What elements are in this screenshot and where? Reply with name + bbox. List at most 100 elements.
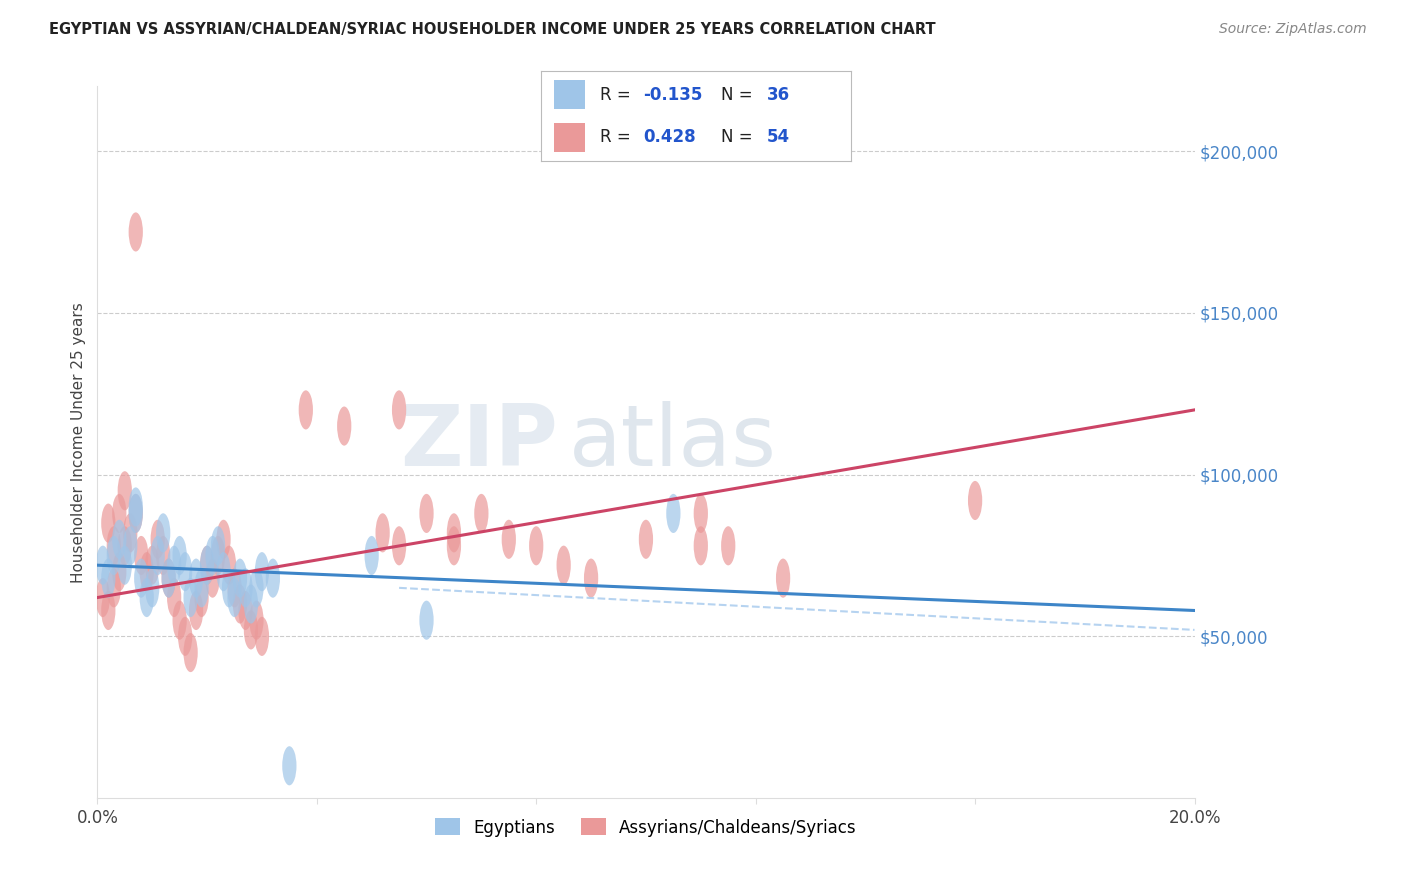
Ellipse shape [266,558,280,598]
Text: atlas: atlas [569,401,778,483]
Ellipse shape [96,546,110,585]
Ellipse shape [112,520,127,559]
Ellipse shape [776,558,790,598]
Ellipse shape [205,558,219,598]
Ellipse shape [183,633,198,673]
Ellipse shape [228,578,242,617]
Text: N =: N = [721,86,758,103]
Ellipse shape [101,504,115,542]
Text: ZIP: ZIP [401,401,558,483]
Ellipse shape [150,536,165,575]
Ellipse shape [167,546,181,585]
Ellipse shape [392,391,406,429]
Ellipse shape [96,578,110,617]
Text: 36: 36 [768,86,790,103]
Ellipse shape [239,568,253,607]
Ellipse shape [233,584,247,624]
Ellipse shape [721,526,735,566]
Ellipse shape [167,578,181,617]
Ellipse shape [249,600,263,640]
Ellipse shape [194,568,208,607]
Ellipse shape [228,568,242,607]
Text: EGYPTIAN VS ASSYRIAN/CHALDEAN/SYRIAC HOUSEHOLDER INCOME UNDER 25 YEARS CORRELATI: EGYPTIAN VS ASSYRIAN/CHALDEAN/SYRIAC HOU… [49,22,936,37]
Ellipse shape [200,546,214,585]
Ellipse shape [101,591,115,630]
Text: 0.428: 0.428 [644,128,696,146]
Ellipse shape [200,546,214,585]
Bar [554,80,585,109]
Ellipse shape [211,536,225,575]
Ellipse shape [217,552,231,591]
Ellipse shape [583,558,598,598]
Ellipse shape [967,481,983,520]
Ellipse shape [101,558,115,598]
Ellipse shape [128,494,143,533]
Legend: Egyptians, Assyrians/Chaldeans/Syriacs: Egyptians, Assyrians/Chaldeans/Syriacs [429,812,863,843]
Ellipse shape [222,568,236,607]
Ellipse shape [233,558,247,598]
Ellipse shape [666,494,681,533]
Bar [554,123,585,152]
Ellipse shape [156,536,170,575]
Ellipse shape [134,536,149,575]
Ellipse shape [139,552,153,591]
Ellipse shape [150,520,165,559]
Ellipse shape [254,552,269,591]
Ellipse shape [188,558,204,598]
Ellipse shape [298,391,314,429]
Text: Source: ZipAtlas.com: Source: ZipAtlas.com [1219,22,1367,37]
Ellipse shape [188,591,204,630]
Ellipse shape [112,552,127,591]
Ellipse shape [447,526,461,566]
Ellipse shape [179,616,193,656]
Ellipse shape [194,578,208,617]
Ellipse shape [557,546,571,585]
Ellipse shape [134,558,149,598]
Text: R =: R = [600,86,636,103]
Ellipse shape [118,526,132,566]
Ellipse shape [239,591,253,630]
Ellipse shape [211,526,225,566]
Ellipse shape [222,546,236,585]
Ellipse shape [156,513,170,552]
Ellipse shape [392,526,406,566]
Ellipse shape [217,520,231,559]
Ellipse shape [447,513,461,552]
Ellipse shape [243,584,259,624]
Ellipse shape [128,487,143,526]
Ellipse shape [254,616,269,656]
Ellipse shape [249,568,263,607]
Text: R =: R = [600,128,636,146]
Ellipse shape [364,536,378,575]
Ellipse shape [118,471,132,510]
Ellipse shape [118,546,132,585]
Ellipse shape [638,520,652,559]
Ellipse shape [693,526,709,566]
Ellipse shape [205,536,219,575]
Ellipse shape [107,568,121,607]
Ellipse shape [124,513,138,552]
Ellipse shape [107,536,121,575]
Ellipse shape [474,494,488,533]
Y-axis label: Householder Income Under 25 years: Householder Income Under 25 years [72,301,86,582]
Ellipse shape [337,407,352,446]
Ellipse shape [419,600,433,640]
Ellipse shape [183,578,198,617]
Ellipse shape [107,526,121,566]
Text: 54: 54 [768,128,790,146]
Ellipse shape [173,536,187,575]
Ellipse shape [502,520,516,559]
Ellipse shape [179,552,193,591]
Ellipse shape [145,568,159,607]
Ellipse shape [419,494,433,533]
Ellipse shape [693,494,709,533]
Ellipse shape [124,526,138,566]
Ellipse shape [162,558,176,598]
Ellipse shape [128,212,143,252]
Ellipse shape [139,578,153,617]
Ellipse shape [112,494,127,533]
Text: -0.135: -0.135 [644,86,703,103]
Ellipse shape [283,747,297,785]
Ellipse shape [145,546,159,585]
Ellipse shape [243,610,259,649]
